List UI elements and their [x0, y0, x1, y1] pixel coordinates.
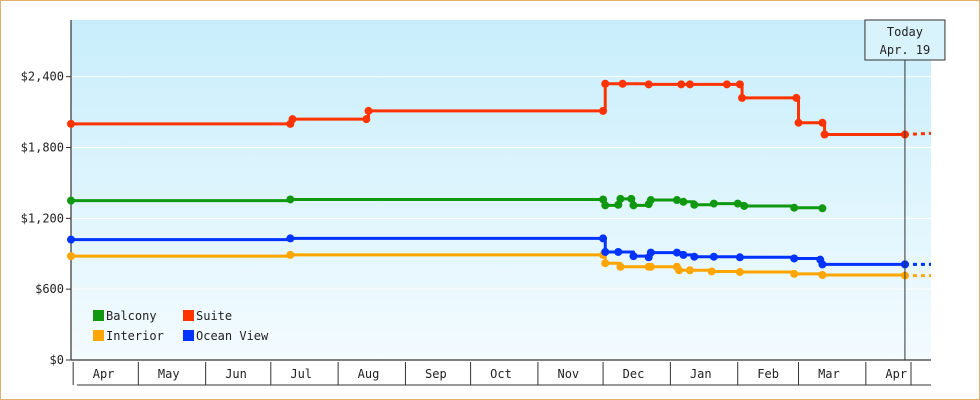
data-point — [818, 204, 827, 213]
x-tick-label: Jun — [225, 367, 247, 381]
data-point — [820, 130, 829, 139]
legend-label: Interior — [106, 329, 164, 343]
x-tick-label: Feb — [757, 367, 779, 381]
data-point — [646, 248, 655, 257]
legend-label: Ocean View — [196, 329, 269, 343]
today-box — [864, 19, 946, 61]
data-point — [364, 106, 373, 115]
data-point — [601, 79, 610, 88]
x-tick-label: Apr — [885, 367, 907, 381]
data-point — [735, 268, 744, 277]
data-point — [601, 259, 610, 268]
y-tick-label: $1,800 — [21, 141, 64, 155]
data-point — [679, 197, 688, 206]
data-point — [735, 253, 744, 262]
x-tick-label: Nov — [557, 367, 579, 381]
data-point — [286, 250, 295, 259]
data-point — [818, 271, 827, 279]
today-date-label: Apr. 19 — [880, 43, 931, 57]
data-point — [67, 119, 75, 128]
data-point — [818, 260, 827, 269]
today-label: Today — [887, 25, 923, 39]
x-axis: Apr May Jun Jul Aug Sep Oct Nov Dec Jan Feb Mar Apr — [72, 362, 931, 386]
data-point — [627, 194, 636, 203]
data-point — [722, 80, 731, 89]
data-point — [646, 262, 655, 271]
x-tick-label: Aug — [358, 367, 380, 381]
legend-swatch — [93, 310, 104, 321]
data-point — [709, 252, 718, 261]
data-point — [792, 93, 801, 102]
data-point — [629, 201, 638, 210]
today-marker: Today Apr. 19 — [864, 19, 946, 360]
x-tick-label: Jan — [690, 367, 712, 381]
data-point — [614, 247, 623, 256]
data-point — [286, 195, 295, 204]
x-tick-label: May — [158, 367, 180, 381]
data-point — [67, 196, 75, 205]
x-tick-label: Sep — [425, 367, 447, 381]
data-point — [790, 269, 799, 278]
data-point — [690, 252, 699, 261]
data-point — [679, 250, 688, 259]
x-tick-label: Jul — [290, 367, 312, 381]
data-point — [685, 80, 694, 89]
data-point — [675, 266, 684, 275]
data-point — [286, 234, 295, 243]
legend-label: Suite — [196, 309, 232, 323]
axes: $0 $600 $1,200 $1,800 $2,400 — [21, 20, 931, 367]
x-tick-label: Mar — [818, 367, 840, 381]
data-point — [599, 106, 608, 115]
data-point — [616, 194, 625, 203]
data-point — [735, 80, 744, 89]
data-point — [672, 248, 681, 257]
data-point — [733, 199, 742, 208]
data-point — [690, 200, 699, 209]
x-tick-label: Dec — [623, 367, 645, 381]
data-point — [288, 115, 297, 124]
data-point — [794, 118, 803, 127]
data-point — [362, 115, 371, 124]
data-point — [644, 80, 653, 89]
data-point — [629, 252, 638, 261]
data-point — [67, 235, 75, 244]
y-tick-label: $1,200 — [21, 211, 64, 225]
y-tick-label: $2,400 — [21, 70, 64, 84]
data-point — [601, 201, 610, 210]
legend: Balcony Suite Interior Ocean View — [93, 309, 269, 343]
data-point — [599, 234, 608, 243]
series-layer — [67, 79, 932, 280]
x-tick-label: Apr — [93, 367, 115, 381]
data-point — [677, 80, 686, 89]
legend-label: Balcony — [106, 309, 157, 323]
data-point — [740, 201, 749, 210]
legend-swatch — [93, 330, 104, 341]
legend-swatch — [183, 330, 194, 341]
y-gridlines — [71, 76, 931, 290]
data-point — [790, 203, 799, 212]
data-point — [672, 196, 681, 205]
data-point — [818, 118, 827, 127]
data-point — [616, 262, 625, 271]
y-tick-label: $600 — [35, 282, 64, 296]
x-tick-label: Oct — [490, 367, 512, 381]
data-point — [601, 247, 610, 256]
data-point — [738, 93, 747, 102]
y-tick-label: $0 — [50, 353, 64, 367]
legend-swatch — [183, 310, 194, 321]
data-point — [685, 266, 694, 275]
data-point — [618, 79, 627, 88]
data-point — [707, 267, 716, 276]
data-point — [646, 196, 655, 205]
data-point — [67, 252, 75, 261]
data-point — [709, 199, 718, 208]
data-point — [790, 254, 799, 263]
